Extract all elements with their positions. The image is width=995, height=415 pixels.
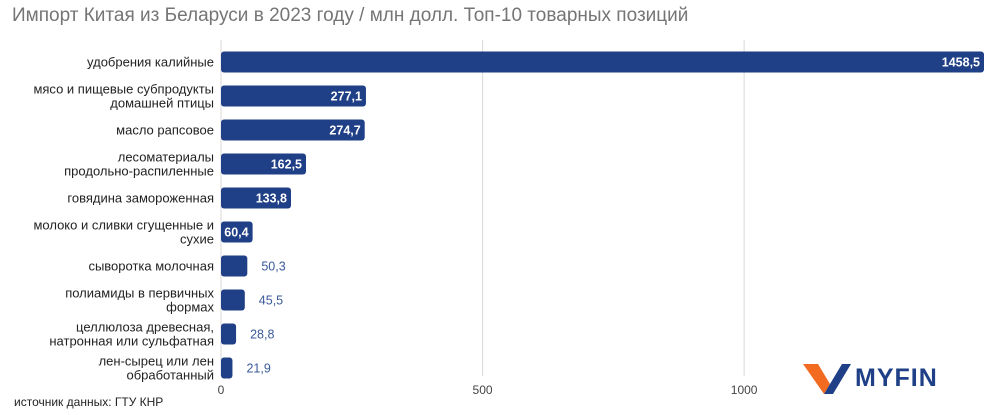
value-label: 28,8 (250, 328, 274, 342)
category-label: целлюлоза древесная, (76, 320, 214, 335)
value-label: 274,7 (329, 124, 360, 138)
category-label: масло рапсовое (116, 123, 214, 138)
category-label: молоко и сливки сгущенные и (33, 218, 214, 233)
bar (221, 289, 245, 311)
bar (221, 323, 237, 345)
bar (221, 187, 291, 209)
x-tick-label: 0 (218, 383, 225, 397)
bar (221, 221, 253, 243)
category-label: сыворотка молочная (88, 259, 214, 274)
category-label: сухие (180, 232, 214, 247)
chart-title: Импорт Китая из Беларуси в 2023 году / м… (12, 5, 689, 26)
bar (221, 255, 248, 277)
category-label: продольно-распиленные (64, 164, 214, 179)
myfin-v-logo-icon (803, 364, 851, 394)
category-label: натронная или сульфатная (49, 334, 214, 349)
value-labels: 1458,5 277,1 274,7 162,5 133,8 60,4 50,3 45,5 28… (224, 56, 980, 376)
bar (221, 119, 365, 141)
bar (221, 153, 307, 175)
value-label: 162,5 (271, 158, 302, 172)
value-label: 133,8 (256, 192, 287, 206)
category-label: мясо и пищевые субпродукты (33, 82, 214, 97)
category-label: обработанный (126, 368, 214, 383)
x-tick-label: 1000 (731, 383, 758, 397)
bars (221, 51, 984, 379)
category-label: лен-сырец или лен (99, 354, 214, 369)
value-label: 21,9 (246, 362, 270, 376)
bar (221, 51, 984, 73)
category-label: домашней птицы (110, 96, 214, 111)
category-label: формах (166, 300, 214, 315)
value-label: 60,4 (224, 226, 248, 240)
x-axis-ticks: 0 500 1000 (218, 383, 758, 397)
source-note: источник данных: ГТУ КНР (14, 395, 164, 409)
value-label: 50,3 (261, 260, 285, 274)
category-label: лесоматериалы (118, 150, 214, 165)
value-label: 277,1 (331, 90, 362, 104)
logo-text: MYFIN (855, 364, 938, 392)
x-tick-label: 500 (473, 383, 493, 397)
category-labels: удобрения калийные мясо и пищевые субпрод… (33, 55, 214, 383)
value-label: 45,5 (259, 294, 283, 308)
bar (221, 357, 233, 379)
category-label: говядина замороженная (67, 191, 214, 206)
value-label: 1458,5 (942, 56, 980, 70)
category-label: удобрения калийные (87, 55, 214, 70)
myfin-logo: MYFIN (803, 362, 963, 396)
bar (221, 85, 366, 107)
category-label: полиамиды в первичных (65, 286, 214, 301)
